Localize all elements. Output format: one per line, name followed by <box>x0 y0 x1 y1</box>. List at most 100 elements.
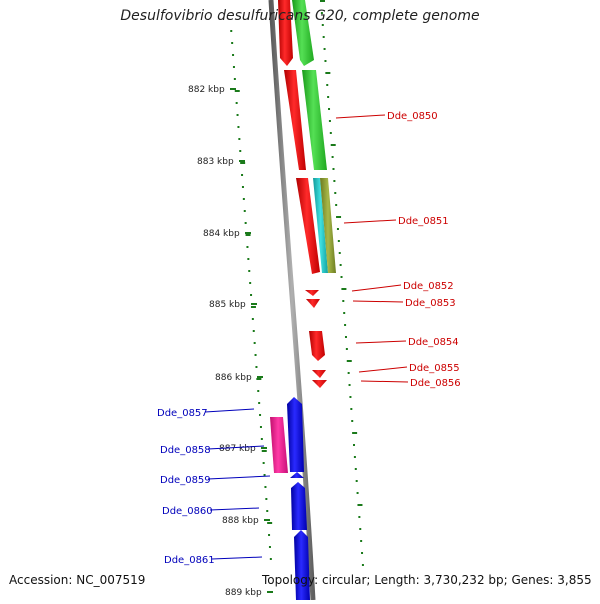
tick-mark <box>360 540 363 542</box>
tick-mark <box>259 414 262 416</box>
tick-mark <box>353 444 356 446</box>
gene-label[interactable]: Dde_0859 <box>160 475 211 486</box>
ruler-label: 887 kbp <box>219 444 256 454</box>
tick-mark <box>327 96 330 98</box>
tick-mark <box>258 402 261 404</box>
gene-arrow-cyan <box>313 178 328 273</box>
gene-arrow-blue-dde0857 <box>287 397 304 472</box>
tick-mark <box>250 306 256 308</box>
tick-mark <box>352 432 358 434</box>
gene-arrow-red-dde0853 <box>306 299 320 308</box>
tick-mark <box>256 378 262 380</box>
tick-mark <box>268 534 271 536</box>
ruler-tick <box>267 591 273 593</box>
ruler-tick <box>257 376 263 378</box>
tick-mark <box>334 192 337 194</box>
tick-mark <box>250 294 253 296</box>
tick-mark <box>261 450 267 452</box>
ruler-label: 885 kbp <box>209 300 246 310</box>
tick-mark <box>260 438 263 440</box>
gene-label[interactable]: Dde_0854 <box>408 337 459 348</box>
inner-tick-ring <box>230 30 273 560</box>
tick-mark <box>253 342 256 344</box>
gene-arrow-red-dde0855 <box>312 370 326 378</box>
tick-mark <box>323 48 326 50</box>
tick-mark <box>339 264 342 266</box>
tick-mark <box>257 390 260 392</box>
gene-arrow-red-dde0850 <box>284 70 306 170</box>
gene-label[interactable]: Dde_0858 <box>160 445 211 456</box>
tick-mark <box>231 42 234 44</box>
tick-mark <box>320 0 325 2</box>
tick-mark <box>254 354 257 356</box>
tick-mark <box>264 486 267 488</box>
gene-arrow-green <box>292 0 314 66</box>
tick-mark <box>234 90 240 92</box>
tick-mark <box>344 336 347 338</box>
ruler-label: 884 kbp <box>203 229 240 239</box>
gene-label[interactable]: Dde_0861 <box>164 555 215 566</box>
tick-mark <box>242 198 245 200</box>
tick-mark <box>263 474 266 476</box>
gene-labels: Dde_0850 Dde_0851 Dde_0852 Dde_0853 Dde_0854… <box>157 111 461 566</box>
tick-mark <box>340 276 343 278</box>
genome-backbone <box>268 0 316 601</box>
tick-mark <box>233 78 236 80</box>
ruler-tick <box>261 447 267 449</box>
gene-arrow-red-dde0854 <box>309 331 325 361</box>
gene-label[interactable]: Dde_0852 <box>403 281 454 292</box>
tick-mark <box>337 240 340 242</box>
tick-mark <box>348 384 351 386</box>
tick-mark <box>361 564 364 566</box>
gene-label[interactable]: Dde_0851 <box>398 216 449 227</box>
ruler-tick <box>239 160 245 162</box>
label-leader <box>360 380 409 383</box>
ruler-label: 889 kbp <box>225 588 262 598</box>
map-title: Desulfovibrio desulfuricans G20, complet… <box>120 8 480 24</box>
tick-mark <box>332 168 335 170</box>
tick-mark <box>245 234 251 236</box>
tick-mark <box>247 258 250 260</box>
tick-mark <box>354 468 357 470</box>
tick-mark <box>241 186 244 188</box>
ruler-label: 886 kbp <box>215 373 252 383</box>
gene-label[interactable]: Dde_0856 <box>410 378 461 389</box>
outer-tick-ring <box>320 0 364 566</box>
gene-arrow-blue-dde0859 <box>290 472 304 478</box>
tick-mark <box>248 270 251 272</box>
tick-mark <box>347 372 350 374</box>
gene-label[interactable]: Dde_0860 <box>162 506 213 517</box>
tick-mark <box>246 246 249 248</box>
tick-mark <box>328 120 331 122</box>
ruler-tick <box>251 303 257 305</box>
tick-mark <box>328 108 331 110</box>
gene-label[interactable]: Dde_0850 <box>387 111 438 122</box>
gene-arrow-blue-dde0861 <box>294 530 310 600</box>
tick-mark <box>235 102 238 104</box>
tick-mark <box>338 252 341 254</box>
tick-mark <box>342 300 345 302</box>
gene-arrow-green-long <box>302 70 327 170</box>
tick-mark <box>252 330 255 332</box>
tick-mark <box>353 456 356 458</box>
tick-mark <box>241 174 244 176</box>
label-leader <box>207 475 271 480</box>
tick-mark <box>237 126 240 128</box>
tick-mark <box>267 522 273 524</box>
reverse-strand <box>270 397 310 600</box>
tick-mark <box>320 12 323 14</box>
tick-mark <box>238 138 241 140</box>
tick-mark <box>244 222 247 224</box>
tick-mark <box>239 150 242 152</box>
tick-mark <box>346 360 352 362</box>
tick-mark <box>343 312 346 314</box>
gene-label[interactable]: Dde_0853 <box>405 298 456 309</box>
tick-mark <box>355 480 358 482</box>
gene-arrow-olive <box>320 178 336 273</box>
tick-mark <box>265 498 268 500</box>
gene-label[interactable]: Dde_0855 <box>409 363 460 374</box>
label-leader <box>204 408 255 413</box>
gene-arrow-red-dde0851 <box>296 178 320 274</box>
gene-label[interactable]: Dde_0857 <box>157 408 208 419</box>
accession-label: Accession: NC_007519 <box>9 573 146 587</box>
